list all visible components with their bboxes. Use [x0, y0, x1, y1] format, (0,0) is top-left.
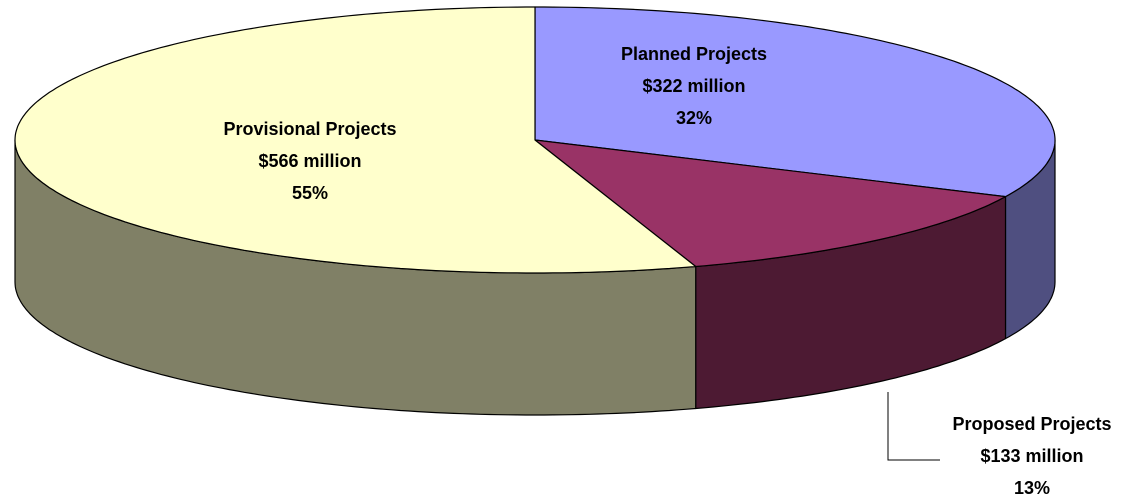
percent-label: 32% — [676, 108, 712, 128]
amount-label: $322 million — [642, 76, 745, 96]
amount-label: $566 million — [258, 151, 361, 171]
slice — [534, 6, 1056, 198]
slice-label: Provisional Projects — [223, 119, 396, 139]
percent-label: 13% — [1014, 478, 1050, 498]
slice-label: Proposed Projects — [952, 414, 1111, 434]
leader-line — [887, 392, 940, 461]
slice — [534, 139, 1007, 268]
slice — [14, 6, 697, 274]
slice-label: Planned Projects — [621, 44, 767, 64]
amount-label: $133 million — [980, 446, 1083, 466]
percent-label: 55% — [292, 183, 328, 203]
